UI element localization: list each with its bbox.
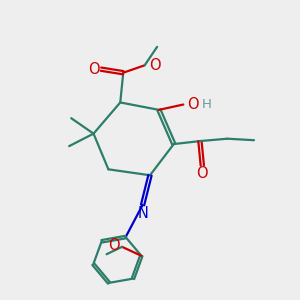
Text: N: N <box>137 206 148 221</box>
Text: O: O <box>149 58 161 73</box>
Text: H: H <box>202 98 212 111</box>
Text: O: O <box>196 166 208 181</box>
Text: O: O <box>108 238 120 253</box>
Text: O: O <box>187 97 199 112</box>
Text: O: O <box>88 62 100 77</box>
